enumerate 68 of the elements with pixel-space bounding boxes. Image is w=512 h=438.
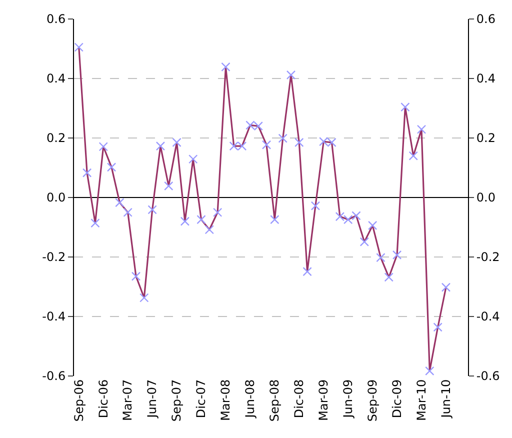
y2-tick-label: -0.4 — [476, 310, 500, 324]
point — [82, 168, 92, 178]
point — [148, 205, 157, 214]
point — [425, 366, 434, 376]
y2-tick-label: 0.0 — [476, 190, 496, 205]
point — [302, 266, 312, 276]
point — [115, 198, 124, 208]
y-tick-label: -0.2 — [42, 250, 66, 264]
point — [106, 162, 116, 172]
point — [433, 322, 442, 332]
point — [400, 102, 410, 112]
point — [98, 142, 108, 152]
y-tick-label: 0.6 — [46, 12, 66, 26]
point — [156, 141, 166, 151]
point — [441, 282, 451, 292]
point — [140, 293, 149, 302]
x-tick-label: Dic-09 — [390, 379, 404, 418]
x-tick-label: Sep-06 — [72, 379, 86, 422]
x-tick-label: Jun-09 — [340, 379, 355, 419]
y2-tick-label: -0.2 — [476, 250, 500, 264]
point — [392, 250, 402, 260]
point — [90, 218, 100, 228]
y2-tick-label: -0.6 — [476, 369, 500, 384]
point — [416, 124, 426, 134]
point — [204, 225, 214, 234]
x-tick-label: Mar-10 — [414, 379, 428, 421]
point — [212, 208, 222, 217]
y-tick-label: -0.4 — [42, 310, 66, 324]
x-tick-label: Sep-08 — [268, 379, 282, 422]
point — [278, 134, 288, 143]
point — [262, 140, 272, 150]
x-tick-label: Jun-07 — [145, 379, 160, 419]
y-tick-label: 0.4 — [46, 72, 66, 86]
point — [376, 253, 386, 262]
point — [164, 181, 174, 190]
y-tick-label: 0.0 — [46, 190, 66, 205]
y2-tick-label: 0.2 — [476, 131, 496, 146]
point — [384, 272, 394, 282]
point — [196, 214, 206, 224]
x-tick-label: Jun-08 — [243, 379, 258, 419]
point — [172, 138, 182, 148]
point — [368, 220, 378, 230]
point — [408, 151, 418, 160]
point — [188, 154, 198, 164]
point — [360, 237, 369, 246]
point — [310, 201, 320, 210]
x-tick-label: Mar-08 — [218, 379, 233, 421]
y-tick-label: -0.6 — [42, 369, 66, 384]
x-tick-label: Dic-06 — [96, 379, 110, 418]
x-tick-label: Mar-07 — [120, 379, 135, 421]
y2-tick-label: 0.4 — [476, 72, 496, 86]
x-tick-label: Sep-09 — [365, 379, 380, 422]
point — [123, 208, 132, 217]
x-tick-label: Jun-10 — [438, 379, 453, 419]
y-tick-label: 0.2 — [46, 131, 66, 146]
point — [221, 62, 230, 72]
point — [131, 272, 141, 281]
y2-tick-label: 0.6 — [476, 12, 496, 26]
x-tick-label: Dic-08 — [292, 379, 306, 418]
x-tick-label: Sep-07 — [170, 379, 184, 422]
point — [270, 214, 280, 224]
x-tick-label: Dic-07 — [194, 379, 208, 418]
point — [294, 138, 304, 148]
point — [180, 216, 190, 226]
point — [286, 70, 296, 80]
x-tick-label: Mar-09 — [316, 379, 331, 421]
point — [74, 42, 84, 52]
point — [352, 211, 361, 220]
